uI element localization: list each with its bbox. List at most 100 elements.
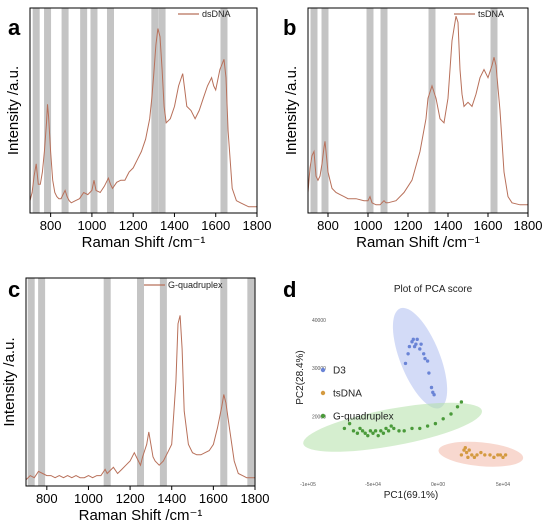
band-870 [61,8,69,213]
x-tick-label: 1400 [434,218,463,233]
dsdna-spectrum-line [29,28,257,208]
x-tick-label: 1200 [119,218,148,233]
point-tsdna [470,453,474,457]
legend-entry-g-quadruplex: G-quadruplex [333,412,394,423]
tick-group: -1e+05 -5e+04 0e+00 5e+04 20000 30000 40000 [300,318,510,488]
y-axis-label: Intensity /a.u. [1,337,18,426]
legend-entry-g-quadruplex: G-quadruplex [168,280,223,290]
ellipse-g-quadruplex [303,402,482,452]
point-g-quadruplex [376,433,380,438]
point-g-quadruplex [347,421,352,426]
y-tick-label: 30000 [312,366,326,372]
band-1010 [366,8,374,213]
x-axis-label: Raman Shift /cm⁻¹ [82,234,206,251]
y-axis-label: PC2(28.4%) [295,350,306,404]
x-axis-label: Raman Shift /cm⁻¹ [356,234,480,251]
point-g-quadruplex [402,429,406,433]
plot-frame [29,7,258,214]
x-tick-label: 1200 [116,491,145,506]
point-tsdna [463,445,467,450]
point-tsdna [492,455,496,460]
x-tick-label: 1000 [74,491,103,506]
point-g-quadruplex [389,424,393,428]
legend-entry-d3: D3 [333,366,346,377]
legend: dsDNA [178,9,231,19]
point-g-quadruplex [342,426,347,431]
band-1010 [90,8,98,213]
panel-letter-c: c [8,277,20,302]
band-1650 [220,278,228,486]
point-d3 [411,337,415,342]
point-g-quadruplex [425,424,430,428]
panel-letter-a: a [8,15,21,40]
x-tick-label: 1000 [354,218,383,233]
confidence-ellipse-group [303,307,524,467]
y-tick-label: 40000 [312,318,326,324]
panel-b-chart: b 800 1000 1200 1400 1600 1800 tsDNA Raman Sh… [283,7,542,251]
panel-letter-d: d [283,277,296,302]
legend-swatch-d3 [320,367,326,373]
panel-d-chart: d Plot of PCA score -1e+05 -5e+04 0e+00 5e+… [283,277,524,501]
point-d3 [418,347,422,351]
point-d3 [406,352,410,356]
x-tick-group: 800 1000 1200 1400 1600 1800 [317,213,542,233]
band-1630 [490,8,498,213]
band-1320 [428,8,436,213]
point-tsdna [483,453,487,457]
point-g-quadruplex [379,429,383,433]
x-tick-label: 1000 [77,218,106,233]
legend: tsDNA [454,9,504,19]
point-d3 [403,361,408,366]
point-g-quadruplex [384,426,388,431]
point-tsdna [475,453,479,457]
point-tsdna [464,450,469,455]
y-axis-label: Intensity /a.u. [283,66,300,155]
legend-entry-tsdna: tsDNA [478,9,504,19]
point-g-quadruplex [459,400,464,404]
panel-a-chart: a 800 1000 1200 1400 1600 1800 dsDNA Raman Sh… [5,7,272,251]
band-730 [32,8,40,213]
point-g-quadruplex [371,431,375,435]
point-d3 [407,344,412,349]
point-g-quadruplex [366,433,370,438]
g-quadruplex-spectrum-line [25,315,255,481]
y-tick-label: 20000 [312,414,326,420]
point-tsdna [479,450,483,455]
point-g-quadruplex [392,426,396,431]
point-g-quadruplex [360,429,365,433]
panel-letter-b: b [283,15,296,40]
x-tick-label: 1800 [514,218,543,233]
x-tick-label: 1800 [243,218,272,233]
band-730 [310,8,318,213]
point-tsdna [501,455,505,460]
x-tick-label: 1400 [157,491,186,506]
band-1305 [151,8,159,213]
tsdna-spectrum-line [307,16,528,206]
band-960 [80,8,88,213]
band-1780 [247,278,255,486]
point-g-quadruplex [363,431,367,435]
point-d3 [422,352,426,356]
band-1360 [159,278,167,486]
point-tsdna [459,453,464,457]
ellipse-d3 [392,307,448,409]
legend-swatch-g-quadruplex [320,413,326,419]
point-d3 [415,337,419,342]
point-g-quadruplex [418,426,422,431]
band-1640 [220,8,228,213]
point-g-quadruplex [455,405,460,409]
point-tsdna [472,455,477,460]
point-g-quadruplex [368,429,373,433]
band-1090 [106,8,114,213]
point-d3 [425,359,430,363]
legend-entry-tsdna: tsDNA [333,389,362,400]
band-group [32,8,228,213]
point-g-quadruplex [386,429,391,433]
point-tsdna [498,453,503,457]
point-g-quadruplex [433,421,438,426]
x-tick-label: 1800 [241,491,270,506]
band-1250 [137,278,144,486]
x-tick-label: -5e+04 [365,482,381,488]
point-g-quadruplex [441,417,445,421]
legend-entry-dsdna: dsDNA [202,9,231,19]
